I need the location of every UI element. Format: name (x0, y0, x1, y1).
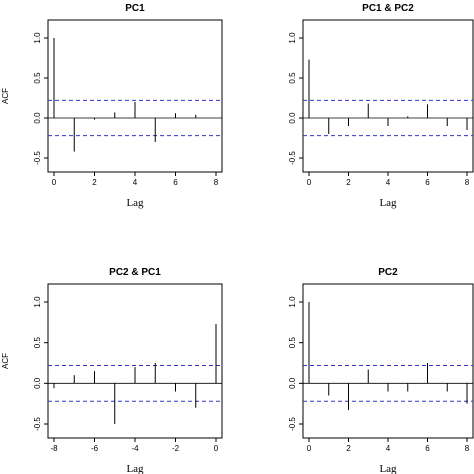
acf-panel-4: PC2 -0.5 0.0 0.5 1.0 0 2 4 6 8 Lag (288, 267, 474, 474)
x-tick-label: 2 (346, 444, 351, 453)
x-tick-label: 2 (92, 178, 97, 187)
x-axis-label: Lag (379, 463, 397, 474)
x-tick-label: -6 (91, 444, 99, 453)
y-tick-label: 0.5 (288, 337, 297, 349)
x-tick-label: 8 (214, 178, 219, 187)
plot-frame (302, 19, 474, 173)
x-tick-label: 8 (465, 178, 470, 187)
x-axis-label: Lag (126, 197, 144, 209)
x-tick-label: 6 (173, 178, 178, 187)
x-tick-label: 0 (307, 444, 312, 453)
chart-title: PC2 & PC1 (109, 267, 161, 278)
x-tick-label: 6 (425, 178, 430, 187)
chart-title: PC1 (125, 3, 145, 14)
y-tick-label: -0.5 (33, 151, 42, 165)
plot-frame (302, 283, 474, 439)
y-tick-label: 0.5 (33, 337, 42, 349)
y-tick-label: -0.5 (33, 417, 42, 431)
plot-frame (47, 283, 223, 439)
y-tick-label: 1.0 (288, 32, 297, 44)
x-tick-label: 8 (465, 444, 470, 453)
y-tick-label: 0.0 (33, 112, 42, 124)
chart-title: PC1 & PC2 (362, 3, 414, 14)
acf-panel-2: PC1 & PC2 -0.5 0.0 0.5 1.0 0 2 4 6 8 Lag (288, 3, 474, 209)
x-tick-label: -4 (131, 444, 139, 453)
y-tick-label: 0.0 (288, 377, 297, 389)
y-tick-label: 0.5 (33, 72, 42, 84)
x-tick-label: 6 (425, 444, 430, 453)
x-tick-label: 4 (386, 178, 391, 187)
y-tick-label: -0.5 (288, 417, 297, 431)
x-axis-label: Lag (379, 197, 397, 209)
y-tick-label: 0.5 (288, 72, 297, 84)
y-tick-label: 1.0 (288, 296, 297, 308)
chart-title: PC2 (378, 267, 398, 278)
y-tick-label: 0.0 (33, 377, 42, 389)
x-tick-label: 0 (307, 178, 312, 187)
x-tick-label: 0 (52, 178, 57, 187)
y-axis-label: ACF (1, 88, 10, 104)
x-tick-label: 4 (133, 178, 138, 187)
x-tick-label: 0 (214, 444, 219, 453)
y-tick-label: 1.0 (33, 32, 42, 44)
x-tick-label: -8 (50, 444, 58, 453)
x-tick-label: 2 (346, 178, 351, 187)
acf-panel-3: PC2 & PC1 -0.5 0.0 0.5 1.0 -8 -6 -4 -2 0 Lag ACF (1, 267, 223, 474)
y-axis-label: ACF (1, 353, 10, 369)
acf-panel-1: PC1 -0.5 0.0 0.5 1.0 0 2 4 6 8 Lag ACF (1, 3, 223, 209)
x-tick-label: 4 (386, 444, 391, 453)
x-axis-label: Lag (126, 463, 144, 474)
x-tick-label: -2 (172, 444, 180, 453)
y-tick-label: 0.0 (288, 112, 297, 124)
y-tick-label: -0.5 (288, 151, 297, 165)
y-tick-label: 1.0 (33, 296, 42, 308)
